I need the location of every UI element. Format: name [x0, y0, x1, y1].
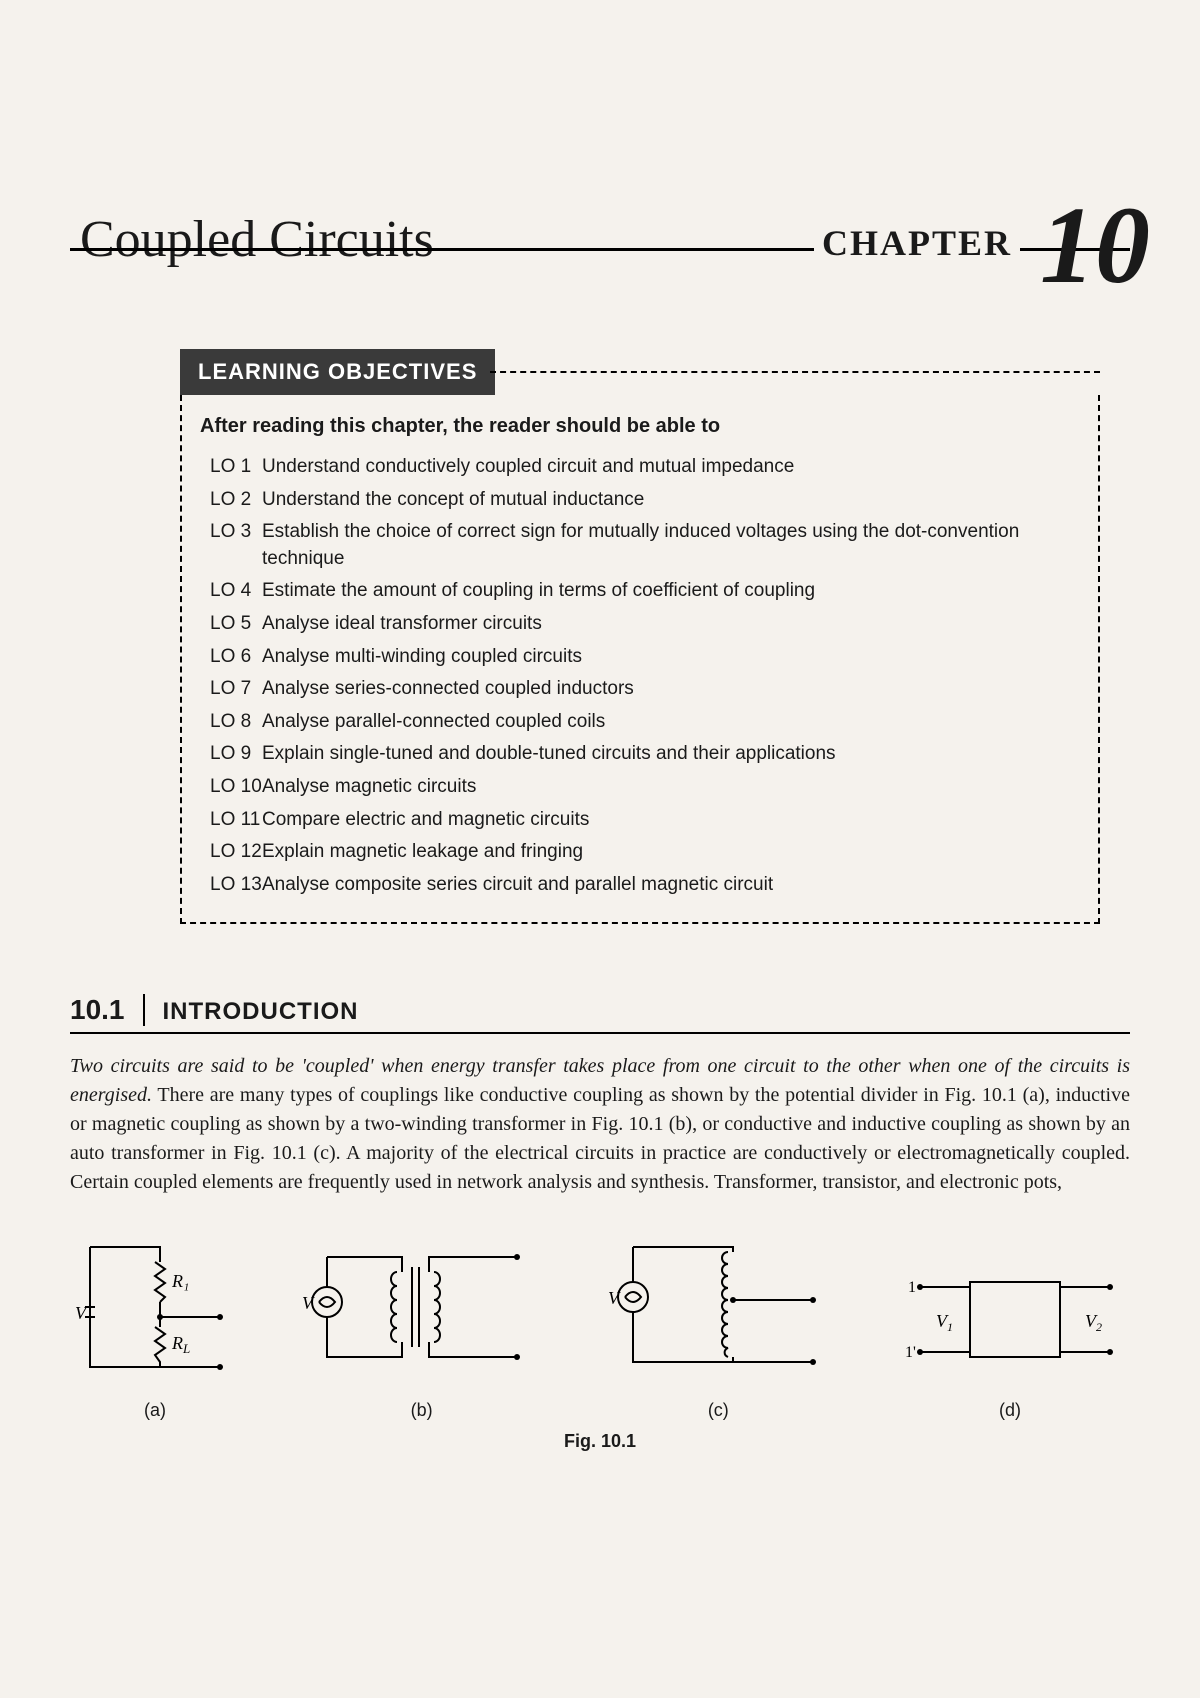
lo-list: LO 1Understand conductively coupled circ… [200, 454, 1080, 898]
lo-code: LO 10 [200, 774, 262, 801]
lo-text: Compare electric and magnetic circuits [262, 807, 1080, 834]
lo-item: LO 4Estimate the amount of coupling in t… [200, 578, 1080, 605]
lo-text: Establish the choice of correct sign for… [262, 519, 1080, 572]
circuit-d-svg: 1 1' V1 V2 [890, 1257, 1130, 1387]
lo-text: Analyse multi-winding coupled circuits [262, 644, 1080, 671]
label-1p: 1' [905, 1344, 916, 1361]
lo-text: Analyse series-connected coupled inducto… [262, 676, 1080, 703]
circuit-c-svg: V [603, 1227, 833, 1387]
lo-code: LO 7 [200, 676, 262, 703]
paragraph-rest: There are many types of couplings like c… [70, 1084, 1130, 1193]
lo-text: Explain magnetic leakage and fringing [262, 839, 1080, 866]
subfig-a-label: (a) [70, 1400, 240, 1421]
objectives-header: LEARNING OBJECTIVES [180, 349, 495, 395]
label-R1: R₁ [171, 1271, 189, 1291]
lo-text: Understand conductively coupled circuit … [262, 454, 1080, 481]
label-V1: V1 [936, 1311, 953, 1334]
lo-code: LO 1 [200, 454, 262, 481]
lo-text: Analyse magnetic circuits [262, 774, 1080, 801]
label-1: 1 [908, 1279, 916, 1296]
objectives-intro: After reading this chapter, the reader s… [200, 415, 1080, 438]
lo-item: LO 3Establish the choice of correct sign… [200, 519, 1080, 572]
lo-text: Estimate the amount of coupling in terms… [262, 578, 1080, 605]
lo-code: LO 11 [200, 807, 262, 834]
subfig-a: V R₁ RL (a) [70, 1227, 240, 1421]
section-header: 10.1 INTRODUCTION [70, 994, 1130, 1034]
subfig-b: V (b) [297, 1227, 547, 1421]
circuit-a-svg: V R₁ RL [70, 1227, 240, 1387]
lo-code: LO 6 [200, 644, 262, 671]
subfig-d: 1 1' V1 V2 (d) [890, 1257, 1130, 1421]
lo-code: LO 12 [200, 839, 262, 866]
dashed-rule [490, 371, 1100, 373]
lo-text: Explain single-tuned and double-tuned ci… [262, 741, 1080, 768]
lo-item: LO 11Compare electric and magnetic circu… [200, 807, 1080, 834]
lo-item: LO 13Analyse composite series circuit an… [200, 872, 1080, 899]
label-V2: V2 [1085, 1311, 1102, 1334]
lo-text: Understand the concept of mutual inducta… [262, 487, 1080, 514]
lo-item: LO 5Analyse ideal transformer circuits [200, 611, 1080, 638]
subfig-c-label: (c) [603, 1400, 833, 1421]
intro-paragraph: Two circuits are said to be 'coupled' wh… [70, 1052, 1130, 1197]
lo-code: LO 8 [200, 709, 262, 736]
lo-item: LO 6Analyse multi-winding coupled circui… [200, 644, 1080, 671]
lo-code: LO 13 [200, 872, 262, 899]
figure-10-1: V R₁ RL (a) [70, 1227, 1130, 1421]
lo-item: LO 2Understand the concept of mutual ind… [200, 487, 1080, 514]
lo-text: Analyse composite series circuit and par… [262, 872, 1080, 899]
learning-objectives-box: LEARNING OBJECTIVES After reading this c… [180, 349, 1100, 924]
lo-item: LO 12Explain magnetic leakage and fringi… [200, 839, 1080, 866]
circuit-b-svg: V [297, 1227, 547, 1387]
lo-item: LO 9Explain single-tuned and double-tune… [200, 741, 1080, 768]
lo-code: LO 4 [200, 578, 262, 605]
chapter-header: CHAPTER 10 Coupled Circuits [70, 210, 1130, 269]
subfig-b-label: (b) [297, 1400, 547, 1421]
lo-code: LO 3 [200, 519, 262, 572]
lo-text: Analyse parallel-connected coupled coils [262, 709, 1080, 736]
lo-item: LO 8Analyse parallel-connected coupled c… [200, 709, 1080, 736]
subfig-c: V (c) [603, 1227, 833, 1421]
subfig-d-label: (d) [890, 1400, 1130, 1421]
section-number: 10.1 [70, 994, 145, 1026]
lo-text: Analyse ideal transformer circuits [262, 611, 1080, 638]
objectives-content: After reading this chapter, the reader s… [180, 395, 1100, 924]
lo-item: LO 1Understand conductively coupled circ… [200, 454, 1080, 481]
lo-item: LO 7Analyse series-connected coupled ind… [200, 676, 1080, 703]
figure-caption: Fig. 10.1 [70, 1431, 1130, 1452]
lo-code: LO 5 [200, 611, 262, 638]
chapter-number: 10 [1040, 190, 1150, 300]
section-title: INTRODUCTION [145, 998, 359, 1026]
lo-code: LO 2 [200, 487, 262, 514]
lo-item: LO 10Analyse magnetic circuits [200, 774, 1080, 801]
chapter-label: CHAPTER [814, 222, 1020, 264]
lo-code: LO 9 [200, 741, 262, 768]
label-RL: RL [171, 1333, 190, 1356]
